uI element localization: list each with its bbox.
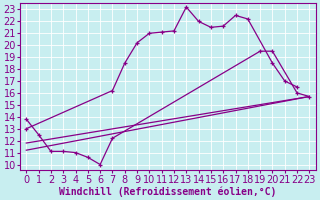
X-axis label: Windchill (Refroidissement éolien,°C): Windchill (Refroidissement éolien,°C): [59, 186, 276, 197]
